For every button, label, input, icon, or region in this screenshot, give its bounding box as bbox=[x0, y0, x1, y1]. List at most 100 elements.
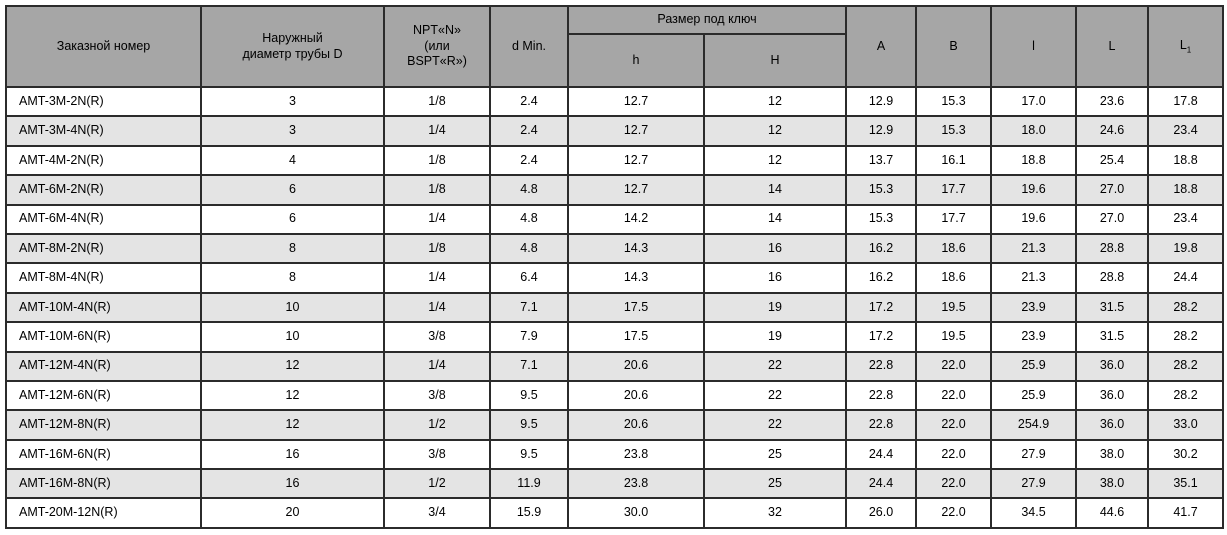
cell-h-large: 22 bbox=[702, 350, 848, 382]
cell-a: 15.3 bbox=[845, 203, 918, 235]
table-body: AMT-3M-2N(R) 3 1/8 2.4 12.7 12 12.9 15.3 17.0 23.… bbox=[5, 85, 1225, 529]
table-row: AMT-6M-4N(R) 6 1/4 4.8 14.2 14 15.3 17.7 19.6 27.… bbox=[5, 203, 1225, 235]
cell-npt: 3/8 bbox=[383, 438, 491, 471]
cell-l1: 30.2 bbox=[1147, 438, 1225, 471]
cell-h-small: 20.6 bbox=[567, 350, 705, 382]
cell-h-large: 32 bbox=[702, 497, 848, 529]
cell-npt: 1/8 bbox=[383, 144, 491, 177]
col-header-l1: L1 bbox=[1147, 5, 1225, 88]
table-row: AMT-12M-6N(R) 12 3/8 9.5 20.6 22 22.8 22.0 25.9 3… bbox=[5, 379, 1225, 412]
table-row: AMT-8M-4N(R) 8 1/4 6.4 14.3 16 16.2 18.6 21.3 28.… bbox=[5, 262, 1225, 294]
cell-outer-diameter: 8 bbox=[200, 262, 385, 294]
cell-npt: 1/4 bbox=[383, 350, 491, 382]
cell-h-small: 14.2 bbox=[567, 203, 705, 235]
cell-h-large: 12 bbox=[702, 85, 848, 118]
cell-b: 22.0 bbox=[915, 379, 993, 412]
cell-h-large: 16 bbox=[702, 232, 848, 265]
table-row: AMT-8M-2N(R) 8 1/8 4.8 14.3 16 16.2 18.6 21.3 28.… bbox=[5, 232, 1225, 265]
col-header-npt-line1: NPT«N» bbox=[413, 23, 461, 38]
cell-h-large: 22 bbox=[702, 379, 848, 412]
cell-order-number: AMT-3M-4N(R) bbox=[5, 115, 202, 147]
cell-h-small: 14.3 bbox=[567, 232, 705, 265]
cell-l-uppercase: 44.6 bbox=[1075, 497, 1150, 529]
col-header-npt-line2: (или bbox=[424, 38, 450, 53]
cell-b: 17.7 bbox=[915, 203, 993, 235]
cell-l1: 28.2 bbox=[1147, 321, 1225, 353]
col-header-wrench-size: Размер под ключ bbox=[566, 5, 848, 35]
col-header-a: A bbox=[845, 5, 918, 88]
col-header-outer-diameter: Наружный диаметр трубы D bbox=[200, 5, 385, 88]
cell-l-lowercase: 18.8 bbox=[990, 144, 1078, 177]
cell-order-number: AMT-16M-6N(R) bbox=[5, 438, 202, 471]
cell-d-min: 2.4 bbox=[489, 85, 569, 118]
cell-l-lowercase: 34.5 bbox=[990, 497, 1078, 529]
cell-h-large: 25 bbox=[702, 468, 848, 500]
col-header-npt: NPT«N» (или BSPT«R») bbox=[383, 5, 491, 88]
cell-l-uppercase: 28.8 bbox=[1075, 232, 1150, 265]
cell-l-lowercase: 19.6 bbox=[990, 174, 1078, 206]
cell-l-lowercase: 254.9 bbox=[990, 409, 1078, 441]
cell-a: 15.3 bbox=[845, 174, 918, 206]
cell-l1: 24.4 bbox=[1147, 262, 1225, 294]
table-row: AMT-12M-8N(R) 12 1/2 9.5 20.6 22 22.8 22.0 254.9… bbox=[5, 409, 1225, 441]
cell-l-uppercase: 38.0 bbox=[1075, 438, 1150, 471]
cell-a: 17.2 bbox=[845, 321, 918, 353]
col-header-l1-subscript: 1 bbox=[1186, 45, 1192, 55]
cell-b: 22.0 bbox=[915, 497, 993, 529]
cell-h-small: 12.7 bbox=[567, 174, 705, 206]
cell-d-min: 7.1 bbox=[489, 350, 569, 382]
cell-l1: 41.7 bbox=[1147, 497, 1225, 529]
cell-l-uppercase: 36.0 bbox=[1075, 350, 1150, 382]
cell-h-large: 12 bbox=[702, 144, 848, 177]
cell-outer-diameter: 10 bbox=[200, 291, 385, 324]
cell-b: 18.6 bbox=[915, 262, 993, 294]
cell-outer-diameter: 6 bbox=[200, 203, 385, 235]
cell-a: 22.8 bbox=[845, 350, 918, 382]
cell-l-uppercase: 31.5 bbox=[1075, 321, 1150, 353]
cell-l-lowercase: 25.9 bbox=[990, 379, 1078, 412]
cell-a: 24.4 bbox=[845, 438, 918, 471]
cell-a: 12.9 bbox=[845, 85, 918, 118]
cell-npt: 1/8 bbox=[383, 174, 491, 206]
cell-npt: 1/2 bbox=[383, 468, 491, 500]
cell-h-large: 22 bbox=[702, 409, 848, 441]
cell-h-large: 19 bbox=[702, 321, 848, 353]
table-row: AMT-20M-12N(R) 20 3/4 15.9 30.0 32 26.0 22.0 34.… bbox=[5, 497, 1225, 529]
cell-npt: 3/4 bbox=[383, 497, 491, 529]
cell-npt: 1/4 bbox=[383, 115, 491, 147]
cell-b: 19.5 bbox=[915, 321, 993, 353]
col-header-outer-diameter-line2: диаметр трубы D bbox=[242, 46, 343, 61]
cell-h-small: 12.7 bbox=[567, 85, 705, 118]
cell-b: 22.0 bbox=[915, 468, 993, 500]
cell-d-min: 15.9 bbox=[489, 497, 569, 529]
cell-npt: 3/8 bbox=[383, 379, 491, 412]
cell-d-min: 11.9 bbox=[489, 468, 569, 500]
col-header-d-min: d Min. bbox=[489, 5, 569, 88]
cell-a: 22.8 bbox=[845, 379, 918, 412]
cell-b: 16.1 bbox=[915, 144, 993, 177]
cell-l-uppercase: 27.0 bbox=[1075, 174, 1150, 206]
cell-outer-diameter: 12 bbox=[200, 379, 385, 412]
cell-h-small: 30.0 bbox=[567, 497, 705, 529]
dimensions-table-wrapper: Заказной номер Наружный диаметр трубы D … bbox=[5, 5, 1225, 529]
dimensions-table: Заказной номер Наружный диаметр трубы D … bbox=[5, 5, 1225, 529]
col-header-order-number: Заказной номер bbox=[5, 5, 202, 88]
cell-a: 26.0 bbox=[845, 497, 918, 529]
cell-d-min: 9.5 bbox=[489, 438, 569, 471]
cell-outer-diameter: 20 bbox=[200, 497, 385, 529]
cell-order-number: AMT-4M-2N(R) bbox=[5, 144, 202, 177]
cell-outer-diameter: 4 bbox=[200, 144, 385, 177]
cell-l-lowercase: 19.6 bbox=[990, 203, 1078, 235]
cell-order-number: AMT-16M-8N(R) bbox=[5, 468, 202, 500]
cell-l1: 17.8 bbox=[1147, 85, 1225, 118]
cell-a: 22.8 bbox=[845, 409, 918, 441]
cell-outer-diameter: 16 bbox=[200, 468, 385, 500]
cell-order-number: AMT-8M-4N(R) bbox=[5, 262, 202, 294]
cell-h-large: 16 bbox=[702, 262, 848, 294]
cell-l1: 28.2 bbox=[1147, 350, 1225, 382]
cell-l-uppercase: 38.0 bbox=[1075, 468, 1150, 500]
cell-h-small: 20.6 bbox=[567, 379, 705, 412]
cell-order-number: AMT-12M-4N(R) bbox=[5, 350, 202, 382]
cell-outer-diameter: 12 bbox=[200, 409, 385, 441]
cell-b: 15.3 bbox=[915, 115, 993, 147]
